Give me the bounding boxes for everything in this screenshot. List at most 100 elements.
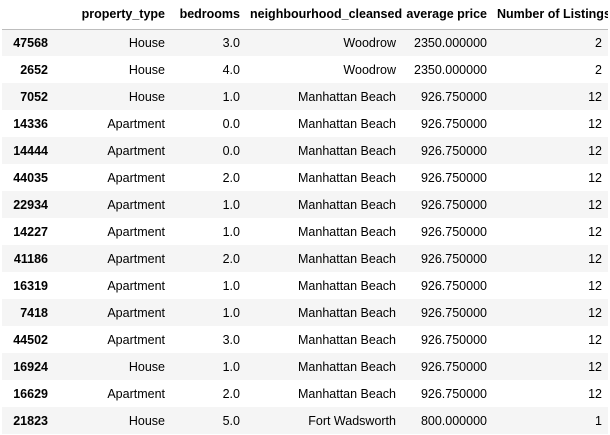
cell-property-type: Apartment: [107, 197, 165, 212]
cell-bedrooms: 1.0: [222, 278, 240, 293]
row-index: 14336: [13, 116, 48, 131]
table-row: 14444 Apartment 0.0 Manhattan Beach 926.7500…: [2, 137, 608, 164]
cell-property-type: Apartment: [107, 278, 165, 293]
cell-average-price: 926.750000: [420, 116, 487, 131]
cell-neighbourhood-cleansed: Manhattan Beach: [298, 305, 396, 320]
cell-bedrooms: 2.0: [222, 386, 240, 401]
row-index: 41186: [13, 251, 48, 266]
cell-bedrooms: 0.0: [222, 143, 240, 158]
cell-bedrooms: 1.0: [222, 89, 240, 104]
cell-average-price: 926.750000: [420, 251, 487, 266]
header-property-type: property_type: [54, 0, 171, 30]
header-row: property_type bedrooms neighbourhood_cle…: [2, 0, 608, 30]
cell-number-of-listings: 1: [595, 413, 602, 428]
cell-neighbourhood-cleansed: Manhattan Beach: [298, 332, 396, 347]
cell-neighbourhood-cleansed: Manhattan Beach: [298, 224, 396, 239]
cell-number-of-listings: 12: [588, 89, 602, 104]
cell-number-of-listings: 12: [588, 224, 602, 239]
cell-number-of-listings: 12: [588, 251, 602, 266]
cell-neighbourhood-cleansed: Manhattan Beach: [298, 386, 396, 401]
cell-number-of-listings: 12: [588, 359, 602, 374]
cell-neighbourhood-cleansed: Woodrow: [343, 35, 396, 50]
table-body: 47568 House 3.0 Woodrow 2350.000000 2 2652 Hous…: [2, 29, 608, 434]
row-index: 16629: [13, 386, 48, 401]
row-index: 7052: [20, 89, 48, 104]
table-row: 44502 Apartment 3.0 Manhattan Beach 926.7500…: [2, 326, 608, 353]
cell-property-type: Apartment: [107, 305, 165, 320]
cell-bedrooms: 5.0: [222, 413, 240, 428]
index-header: [2, 0, 54, 30]
cell-bedrooms: 4.0: [222, 62, 240, 77]
table-row: 7052 House 1.0 Manhattan Beach 926.750000 12: [2, 83, 608, 110]
cell-property-type: House: [128, 413, 165, 428]
cell-neighbourhood-cleansed: Manhattan Beach: [298, 359, 396, 374]
cell-number-of-listings: 12: [588, 170, 602, 185]
header-bedrooms: bedrooms: [171, 0, 246, 30]
cell-bedrooms: 2.0: [222, 251, 240, 266]
table-row: 14336 Apartment 0.0 Manhattan Beach 926.7500…: [2, 110, 608, 137]
cell-average-price: 926.750000: [420, 143, 487, 158]
table-row: 14227 Apartment 1.0 Manhattan Beach 926.7500…: [2, 218, 608, 245]
cell-number-of-listings: 12: [588, 116, 602, 131]
row-index: 7418: [20, 305, 48, 320]
cell-average-price: 800.000000: [420, 413, 487, 428]
cell-property-type: Apartment: [107, 170, 165, 185]
cell-number-of-listings: 12: [588, 386, 602, 401]
cell-bedrooms: 3.0: [222, 35, 240, 50]
cell-average-price: 2350.000000: [414, 35, 487, 50]
table-row: 16924 House 1.0 Manhattan Beach 926.750000 12: [2, 353, 608, 380]
table-row: 22934 Apartment 1.0 Manhattan Beach 926.7500…: [2, 191, 608, 218]
cell-property-type: House: [128, 89, 165, 104]
cell-bedrooms: 1.0: [222, 224, 240, 239]
cell-average-price: 926.750000: [420, 332, 487, 347]
cell-neighbourhood-cleansed: Manhattan Beach: [298, 251, 396, 266]
cell-number-of-listings: 12: [588, 197, 602, 212]
cell-neighbourhood-cleansed: Manhattan Beach: [298, 170, 396, 185]
cell-bedrooms: 1.0: [222, 197, 240, 212]
cell-average-price: 926.750000: [420, 170, 487, 185]
cell-property-type: Apartment: [107, 143, 165, 158]
header-average-price: average price: [402, 0, 493, 30]
table-row: 21823 House 5.0 Fort Wadsworth 800.000000 1: [2, 407, 608, 434]
cell-property-type: House: [128, 35, 165, 50]
cell-neighbourhood-cleansed: Manhattan Beach: [298, 197, 396, 212]
cell-bedrooms: 0.0: [222, 116, 240, 131]
row-index: 16924: [13, 359, 48, 374]
header-number-of-listings: Number of Listings: [493, 0, 608, 30]
cell-number-of-listings: 2: [595, 35, 602, 50]
table-row: 44035 Apartment 2.0 Manhattan Beach 926.7500…: [2, 164, 608, 191]
row-index: 14444: [13, 143, 48, 158]
table-row: 2652 House 4.0 Woodrow 2350.000000 2: [2, 56, 608, 83]
cell-neighbourhood-cleansed: Manhattan Beach: [298, 116, 396, 131]
cell-property-type: Apartment: [107, 251, 165, 266]
cell-property-type: House: [128, 359, 165, 374]
cell-neighbourhood-cleansed: Manhattan Beach: [298, 278, 396, 293]
cell-average-price: 2350.000000: [414, 62, 487, 77]
table-row: 16319 Apartment 1.0 Manhattan Beach 926.7500…: [2, 272, 608, 299]
row-index: 47568: [13, 35, 48, 50]
cell-bedrooms: 3.0: [222, 332, 240, 347]
row-index: 44035: [13, 170, 48, 185]
cell-number-of-listings: 2: [595, 62, 602, 77]
table-row: 16629 Apartment 2.0 Manhattan Beach 926.7500…: [2, 380, 608, 407]
table-row: 41186 Apartment 2.0 Manhattan Beach 926.7500…: [2, 245, 608, 272]
row-index: 16319: [13, 278, 48, 293]
cell-average-price: 926.750000: [420, 197, 487, 212]
cell-number-of-listings: 12: [588, 143, 602, 158]
cell-property-type: Apartment: [107, 224, 165, 239]
table-row: 7418 Apartment 1.0 Manhattan Beach 926.75000…: [2, 299, 608, 326]
cell-average-price: 926.750000: [420, 89, 487, 104]
cell-bedrooms: 1.0: [222, 359, 240, 374]
cell-neighbourhood-cleansed: Manhattan Beach: [298, 89, 396, 104]
row-index: 2652: [20, 62, 48, 77]
row-index: 44502: [13, 332, 48, 347]
cell-average-price: 926.750000: [420, 305, 487, 320]
cell-average-price: 926.750000: [420, 386, 487, 401]
row-index: 14227: [13, 224, 48, 239]
header-neighbourhood-cleansed: neighbourhood_cleansed: [246, 0, 402, 30]
cell-bedrooms: 2.0: [222, 170, 240, 185]
cell-number-of-listings: 12: [588, 278, 602, 293]
table-row: 47568 House 3.0 Woodrow 2350.000000 2: [2, 29, 608, 56]
row-index: 21823: [13, 413, 48, 428]
